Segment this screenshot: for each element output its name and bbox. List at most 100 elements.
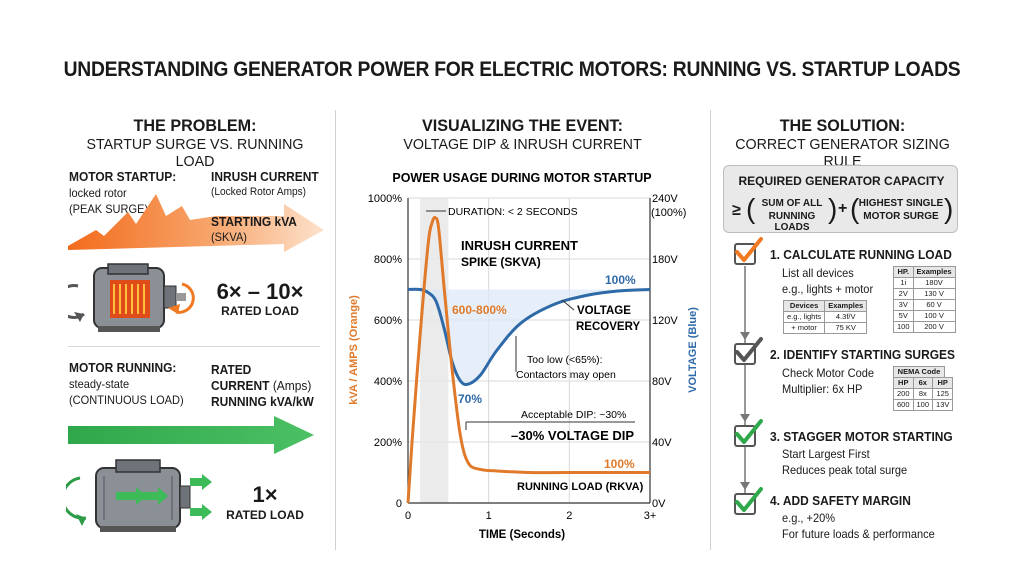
required-capacity-box: REQUIRED GENERATOR CAPACITY ≥ ( SUM OF A…	[723, 165, 958, 233]
nema-table: HP 6x HP 200 8x 125 600 100 13V	[893, 377, 954, 411]
chart-title: POWER USAGE DURING MOTOR STARTUP	[392, 171, 651, 185]
recovery-annotation-line2: RECOVERY	[576, 321, 640, 333]
page-title: UNDERSTANDING GENERATOR POWER FOR ELECTR…	[63, 58, 961, 81]
check-gray-icon	[735, 337, 763, 362]
tick-label-x: 3+	[644, 510, 657, 522]
step2-line1: Check Motor Code	[782, 366, 875, 380]
hp-table-cell: HP.	[893, 266, 914, 278]
motor-running-icon	[66, 459, 212, 532]
left-tick-labels: 0 200% 400% 600% 800% 1000%	[368, 193, 402, 510]
highest-line1: HIGHEST SINGLE	[858, 198, 944, 209]
tick-label-x: 2	[566, 510, 572, 522]
acceptable-dip-annotation: Acceptable DIP: ~30%	[521, 409, 626, 421]
tick-label-right: 0V	[652, 498, 666, 510]
step3-checkbox	[734, 425, 756, 447]
step4-checkbox	[734, 493, 756, 515]
tick-label-right: 80V	[652, 376, 672, 388]
step1-line2: e.g., lights + motor	[782, 282, 874, 296]
tick-label-right: 120V	[652, 315, 678, 327]
tick-label-x: 0	[405, 510, 411, 522]
hp-table-cell: Examples	[912, 266, 956, 278]
middle-subheader: VOLTAGE DIP & INRUSH CURRENT	[403, 136, 642, 153]
tick-label-left: 400%	[374, 376, 402, 388]
required-capacity-title: REQUIRED GENERATOR CAPACITY	[738, 174, 945, 188]
hp-table-cell: 3V	[893, 299, 914, 311]
nema-table-cell: 6x	[912, 377, 934, 389]
column-divider-right	[710, 110, 711, 550]
y-axis-label-right: VOLTAGE (Blue)	[687, 307, 699, 393]
dip-area-fill	[428, 289, 650, 385]
running-heading: MOTOR RUNNING:	[69, 360, 177, 375]
startup-line1: locked rotor	[69, 186, 127, 200]
nema-table-cell: HP	[932, 377, 954, 389]
nema-table-cell: 13V	[932, 399, 954, 411]
tick-label-left: 200%	[374, 437, 402, 449]
step1-line1: List all devices	[782, 266, 854, 280]
tick-label-right: 180V	[652, 254, 678, 266]
startup-multiplier: 6× – 10×	[216, 279, 304, 304]
devices-table-row: e.g., lights 4.3f/V	[782, 311, 868, 323]
paren-open-1: (	[746, 193, 756, 224]
hp-table-cell: 100 V	[912, 310, 956, 322]
duration-annotation: DURATION: < 2 SECONDS	[448, 206, 578, 218]
step2-line2: Multiplier: 6x HP	[782, 382, 863, 396]
nema-table-cell: 125	[932, 388, 954, 400]
voltage-dip-annotation: –30% VOLTAGE DIP	[511, 428, 634, 443]
check-orange-icon	[735, 237, 763, 262]
surge-arrow-graphic	[68, 194, 324, 252]
highest-line2: MOTOR SURGE	[863, 211, 939, 222]
hp-table-row: HP. Examples	[893, 266, 956, 278]
skva-sub: (SKVA)	[211, 230, 247, 244]
step3-line1: Start Largest First	[782, 447, 870, 461]
hp-table-cell: 180V	[912, 277, 956, 289]
y-axis-label-left: kVA / AMPS (Orange)	[348, 295, 360, 405]
hp-table-row: 1i 180V	[893, 277, 956, 289]
hp-table-row: 2V 130 V	[893, 288, 956, 300]
step4-line2: For future loads & performance	[782, 527, 935, 541]
startup-multiplier-label: RATED LOAD	[221, 304, 299, 318]
step2-checkbox	[734, 343, 756, 365]
tick-label-right: 240V	[652, 193, 678, 205]
sum-line2: RUNNING LOADS	[768, 211, 816, 233]
devices-table-cell: 4.3f/V	[824, 311, 868, 323]
left-subheader: STARTUP SURGE VS. RUNNING LOAD	[86, 136, 304, 170]
step4-title: 4. ADD SAFETY MARGIN	[770, 493, 911, 508]
devices-table-row: + motor 75 KV	[782, 322, 868, 334]
running-multiplier-label: RATED LOAD	[226, 508, 304, 522]
chart-axes	[407, 198, 651, 504]
rated-current-unit: (Amps)	[272, 378, 312, 393]
paren-close-2: )	[944, 193, 954, 224]
running-arrow-graphic	[68, 416, 314, 454]
voltage-100-label: 100%	[605, 273, 636, 287]
rated-current-label: CURRENT	[211, 378, 270, 393]
voltage-70-label: 70%	[458, 392, 482, 406]
step1-checkbox	[734, 243, 756, 265]
tick-label-left: 800%	[374, 254, 402, 266]
tick-label-left: 0	[396, 498, 402, 510]
hp-table-row: 100 200 V	[893, 321, 956, 333]
tick-label-x: 1	[486, 510, 492, 522]
hp-table-cell: 130 V	[912, 288, 956, 300]
nema-table-cell: 600	[893, 399, 914, 411]
nema-table-cell: 200	[893, 388, 914, 400]
inrush-sub: (Locked Rotor Amps)	[211, 186, 307, 198]
devices-table: Devices Examples e.g., lights 4.3f/V + motor…	[782, 300, 868, 334]
toolow-annotation-line2: Contactors may open	[516, 369, 616, 381]
devices-table-cell: Examples	[824, 300, 868, 312]
running-multiplier: 1×	[252, 482, 278, 507]
check-green-icon	[735, 419, 763, 444]
step3-line2: Reduces peak total surge	[782, 463, 908, 477]
rated-current: CURRENT (Amps)	[211, 378, 311, 393]
spike-range-annotation: 600-800%	[452, 303, 507, 317]
x-axis-label: TIME (Seconds)	[479, 529, 565, 541]
plus-symbol: +	[838, 200, 848, 217]
recovery-pointer	[561, 299, 575, 311]
motor-startup-icon	[68, 263, 195, 332]
check-green-icon-2	[735, 487, 763, 512]
paren-open-2: (	[850, 193, 860, 224]
nema-table-row: 600 100 13V	[893, 399, 954, 411]
left-header: THE PROBLEM:	[133, 116, 257, 135]
right-header: THE SOLUTION:	[779, 116, 906, 135]
nema-table-cell: 8x	[912, 388, 934, 400]
skva-heading: STARTING kVA	[211, 214, 297, 229]
